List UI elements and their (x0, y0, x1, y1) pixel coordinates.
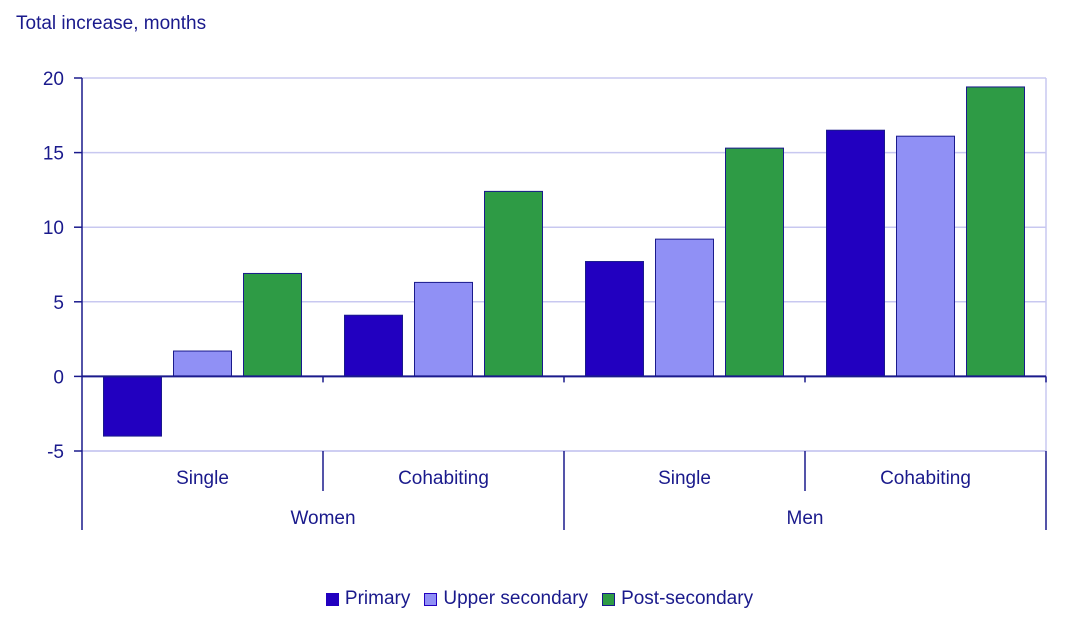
category-label: Cohabiting (398, 468, 489, 489)
legend-swatch-upper-secondary (424, 592, 438, 606)
category-label: Cohabiting (880, 468, 971, 489)
bar (966, 86, 1025, 377)
legend-swatch-primary (325, 592, 339, 606)
y-tick-label: 15 (43, 144, 64, 165)
category-label: Single (658, 468, 711, 489)
y-axis-label: Total increase, months (16, 13, 207, 34)
legend-swatch-post-secondary (602, 592, 616, 606)
bar (484, 190, 543, 377)
legend-label-upper-secondary: Upper secondary (443, 588, 589, 609)
y-tick-label: 5 (53, 293, 64, 314)
bar (414, 281, 473, 377)
legend-label-primary: Primary (344, 588, 411, 609)
bar (585, 261, 644, 377)
group-label: Men (787, 508, 824, 529)
category-label: Single (176, 468, 229, 489)
bar (826, 129, 885, 377)
y-tick-label: 10 (43, 218, 64, 239)
y-tick-label: 0 (53, 367, 64, 388)
y-tick-label: 20 (43, 69, 64, 90)
legend: Primary Upper secondary Post-secondary (0, 588, 1079, 610)
group-label: Women (290, 508, 355, 529)
legend-item-upper-secondary: Upper secondary (424, 588, 588, 610)
legend-label-post-secondary: Post-secondary (621, 588, 754, 609)
bar (344, 314, 403, 377)
bar (896, 135, 955, 377)
bar (173, 350, 232, 377)
legend-item-post-secondary: Post-secondary (602, 588, 753, 610)
legend-item-primary: Primary (325, 588, 411, 610)
bar (655, 238, 714, 377)
y-tick-label: -5 (47, 442, 64, 463)
bar (243, 272, 302, 377)
bar (725, 147, 784, 377)
bar (103, 375, 162, 437)
bar-chart: -5 0 5 10 15 20 Single Cohabiting Single Cohabiti… (43, 69, 1047, 530)
